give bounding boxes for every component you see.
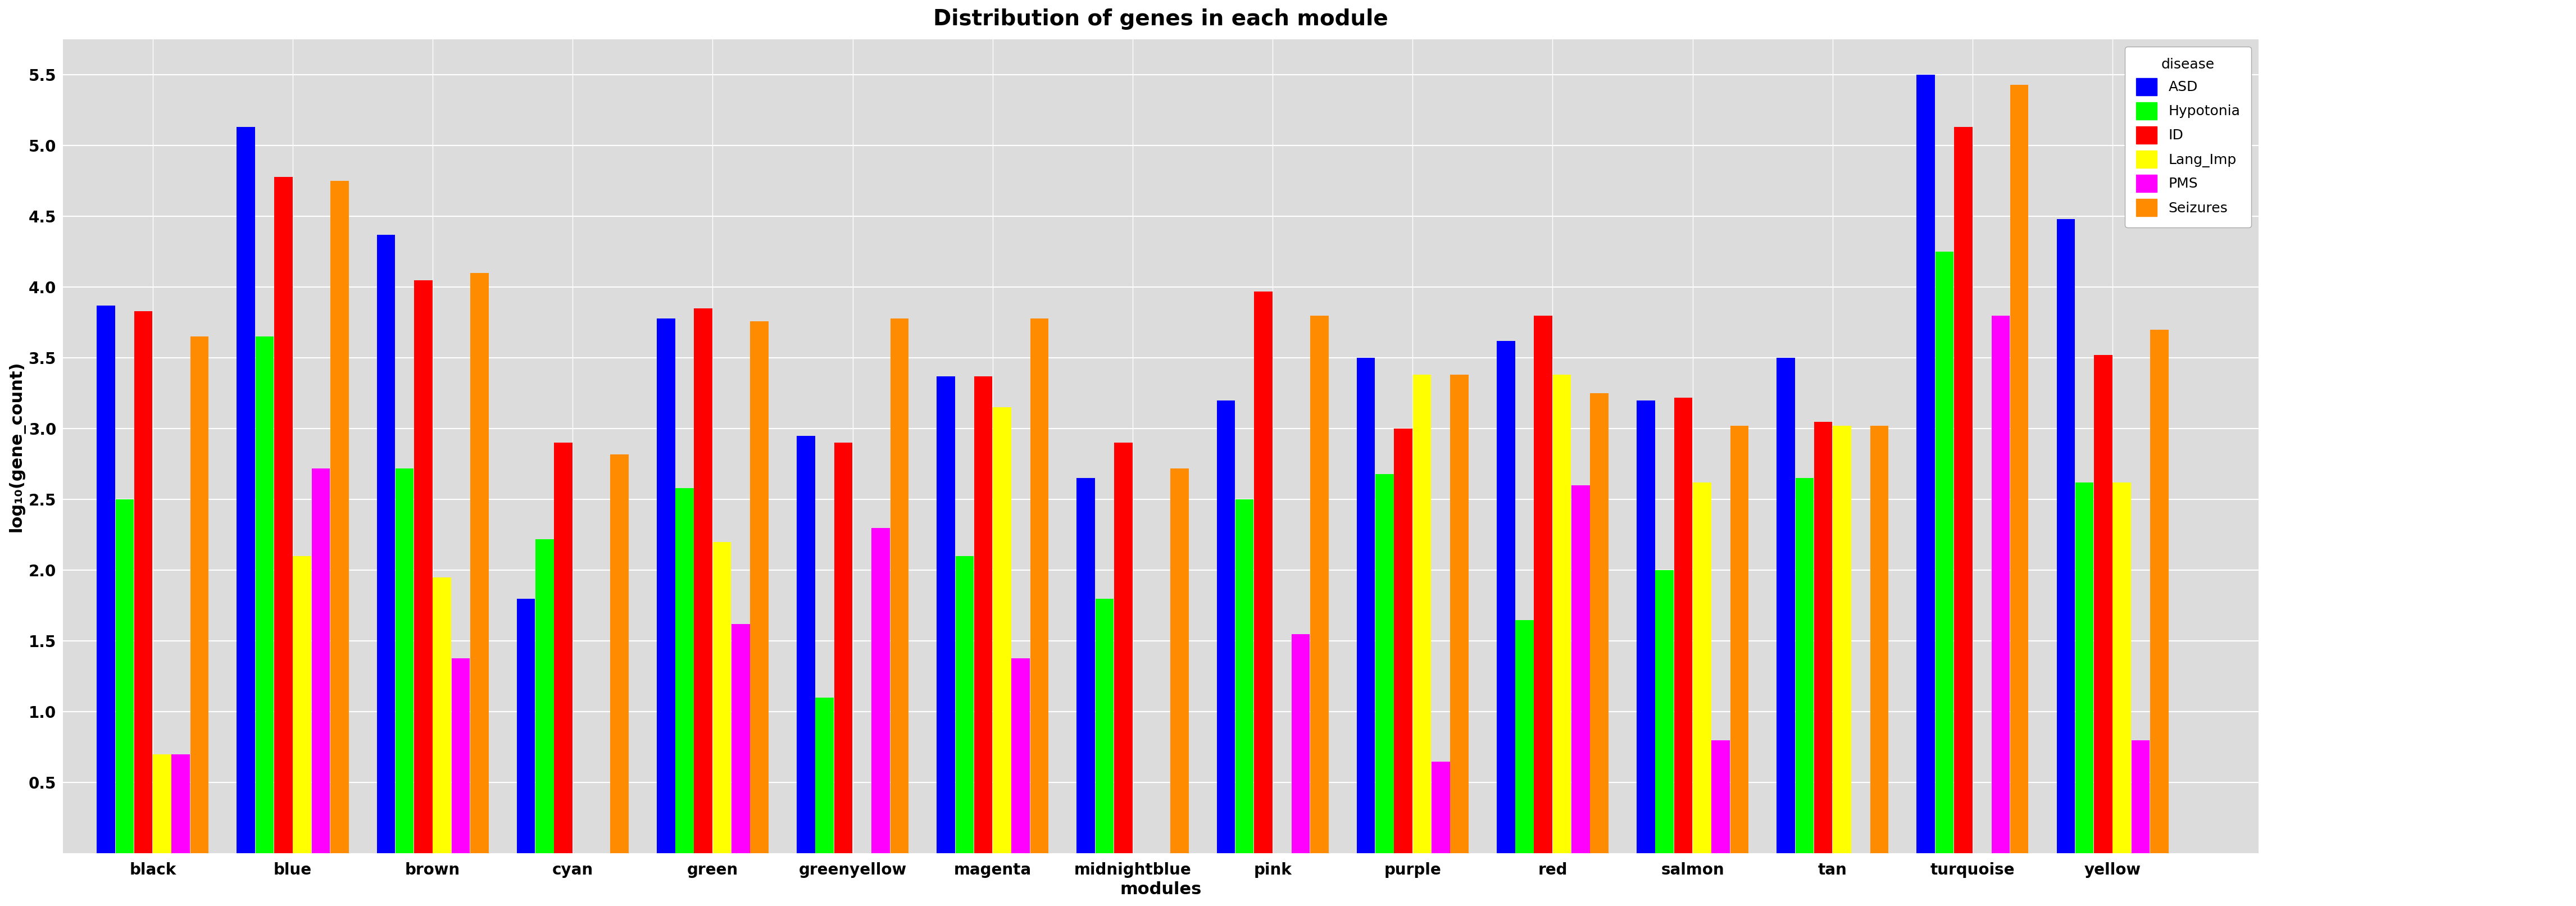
Bar xyxy=(152,755,170,853)
Bar xyxy=(1376,474,1394,853)
Bar xyxy=(2112,483,2130,853)
Bar xyxy=(891,318,909,853)
Bar xyxy=(1291,634,1309,853)
Bar xyxy=(1030,318,1048,853)
Bar xyxy=(554,443,572,853)
Bar xyxy=(116,499,134,853)
Bar xyxy=(1636,400,1654,853)
Bar xyxy=(312,468,330,853)
Bar xyxy=(992,408,1012,853)
Bar xyxy=(237,127,255,853)
Bar xyxy=(1692,483,1710,853)
Y-axis label: log₁₀(gene_count): log₁₀(gene_count) xyxy=(8,361,26,532)
Legend: ASD, Hypotonia, ID, Lang_Imp, PMS, Seizures: ASD, Hypotonia, ID, Lang_Imp, PMS, Seizu… xyxy=(2125,46,2251,227)
Bar xyxy=(376,235,394,853)
Bar xyxy=(956,556,974,853)
Bar xyxy=(1777,358,1795,853)
Bar xyxy=(98,305,116,853)
Bar xyxy=(2151,330,2169,853)
Bar xyxy=(1656,570,1674,853)
Bar xyxy=(1535,315,1553,853)
Bar xyxy=(191,337,209,853)
Bar xyxy=(1113,443,1133,853)
Bar xyxy=(2056,219,2074,853)
Bar xyxy=(1870,426,1888,853)
Bar xyxy=(1571,486,1589,853)
Bar xyxy=(1412,375,1432,853)
Bar xyxy=(2094,355,2112,853)
Bar xyxy=(1170,468,1188,853)
Bar xyxy=(835,443,853,853)
Bar xyxy=(1255,292,1273,853)
Bar xyxy=(1553,375,1571,853)
Bar xyxy=(611,454,629,853)
Bar xyxy=(871,528,889,853)
Bar xyxy=(397,468,415,853)
Bar xyxy=(451,658,469,853)
Bar xyxy=(1077,478,1095,853)
Bar xyxy=(536,539,554,853)
Title: Distribution of genes in each module: Distribution of genes in each module xyxy=(933,8,1388,30)
Bar xyxy=(1216,400,1234,853)
Bar xyxy=(1394,429,1412,853)
Bar xyxy=(1935,252,1953,853)
Bar xyxy=(273,177,294,853)
Bar xyxy=(1674,398,1692,853)
Bar xyxy=(675,488,693,853)
Bar xyxy=(1589,393,1607,853)
Bar xyxy=(173,755,191,853)
Bar xyxy=(974,376,992,853)
Bar xyxy=(1795,478,1814,853)
Bar xyxy=(1095,599,1113,853)
Bar xyxy=(714,542,732,853)
Bar xyxy=(1731,426,1749,853)
Bar xyxy=(134,311,152,853)
Bar xyxy=(938,376,956,853)
Bar xyxy=(471,273,489,853)
Bar xyxy=(433,577,451,853)
Bar xyxy=(657,318,675,853)
Bar xyxy=(750,321,768,853)
Bar xyxy=(732,624,750,853)
Bar xyxy=(1432,761,1450,853)
Bar xyxy=(1236,499,1255,853)
Bar xyxy=(518,599,536,853)
Bar xyxy=(1012,658,1030,853)
Bar xyxy=(1497,341,1515,853)
Bar xyxy=(2130,740,2151,853)
Bar xyxy=(1710,740,1731,853)
Bar xyxy=(2076,483,2094,853)
Bar xyxy=(693,308,714,853)
Bar xyxy=(2009,84,2027,853)
Bar xyxy=(817,698,835,853)
Bar xyxy=(1358,358,1376,853)
Bar xyxy=(1450,375,1468,853)
X-axis label: modules: modules xyxy=(1121,882,1200,898)
Bar xyxy=(1311,315,1329,853)
Bar xyxy=(415,280,433,853)
Bar xyxy=(255,337,273,853)
Bar xyxy=(1991,315,2009,853)
Bar xyxy=(796,436,814,853)
Bar xyxy=(1832,426,1852,853)
Bar xyxy=(330,181,348,853)
Bar xyxy=(294,556,312,853)
Bar xyxy=(1917,74,1935,853)
Bar xyxy=(1515,620,1533,853)
Bar xyxy=(1955,127,1973,853)
Bar xyxy=(1814,421,1832,853)
